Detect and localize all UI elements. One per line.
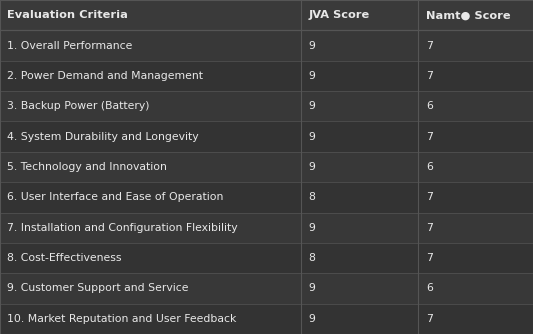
Bar bbox=[301, 61, 418, 91]
Bar bbox=[301, 243, 418, 273]
Text: 7: 7 bbox=[426, 71, 433, 81]
Bar bbox=[0, 273, 301, 304]
Text: 4. System Durability and Longevity: 4. System Durability and Longevity bbox=[7, 132, 199, 142]
Text: 3. Backup Power (Battery): 3. Backup Power (Battery) bbox=[7, 101, 150, 111]
Bar bbox=[418, 243, 533, 273]
Bar bbox=[301, 273, 418, 304]
Bar bbox=[418, 182, 533, 212]
Bar bbox=[418, 273, 533, 304]
Text: Evaluation Criteria: Evaluation Criteria bbox=[7, 10, 128, 20]
Text: 6. User Interface and Ease of Operation: 6. User Interface and Ease of Operation bbox=[7, 192, 224, 202]
Bar bbox=[0, 182, 301, 212]
Text: Namt● Score: Namt● Score bbox=[426, 10, 511, 20]
Text: 8. Cost-Effectiveness: 8. Cost-Effectiveness bbox=[7, 253, 122, 263]
Text: JVA Score: JVA Score bbox=[309, 10, 370, 20]
Text: 6: 6 bbox=[426, 284, 433, 294]
Bar bbox=[418, 91, 533, 122]
Text: 9: 9 bbox=[309, 223, 316, 233]
Text: 2. Power Demand and Management: 2. Power Demand and Management bbox=[7, 71, 204, 81]
Bar bbox=[418, 304, 533, 334]
Bar bbox=[0, 122, 301, 152]
Bar bbox=[301, 0, 418, 30]
Text: 6: 6 bbox=[426, 162, 433, 172]
Bar bbox=[0, 212, 301, 243]
Text: 5. Technology and Innovation: 5. Technology and Innovation bbox=[7, 162, 167, 172]
Bar bbox=[301, 212, 418, 243]
Bar bbox=[301, 182, 418, 212]
Text: 7: 7 bbox=[426, 192, 433, 202]
Text: 9: 9 bbox=[309, 314, 316, 324]
Text: 9. Customer Support and Service: 9. Customer Support and Service bbox=[7, 284, 189, 294]
Bar bbox=[301, 91, 418, 122]
Bar bbox=[418, 30, 533, 61]
Text: 9: 9 bbox=[309, 284, 316, 294]
Bar bbox=[0, 30, 301, 61]
Bar bbox=[0, 91, 301, 122]
Bar bbox=[418, 152, 533, 182]
Text: 9: 9 bbox=[309, 132, 316, 142]
Bar bbox=[418, 122, 533, 152]
Text: 9: 9 bbox=[309, 162, 316, 172]
Bar bbox=[418, 61, 533, 91]
Bar bbox=[0, 61, 301, 91]
Text: 7: 7 bbox=[426, 40, 433, 50]
Text: 7: 7 bbox=[426, 253, 433, 263]
Bar bbox=[418, 212, 533, 243]
Text: 10. Market Reputation and User Feedback: 10. Market Reputation and User Feedback bbox=[7, 314, 237, 324]
Text: 9: 9 bbox=[309, 40, 316, 50]
Bar bbox=[0, 304, 301, 334]
Text: 7. Installation and Configuration Flexibility: 7. Installation and Configuration Flexib… bbox=[7, 223, 238, 233]
Bar bbox=[0, 152, 301, 182]
Bar bbox=[418, 0, 533, 30]
Text: 7: 7 bbox=[426, 314, 433, 324]
Text: 7: 7 bbox=[426, 132, 433, 142]
Text: 9: 9 bbox=[309, 101, 316, 111]
Bar bbox=[301, 30, 418, 61]
Text: 8: 8 bbox=[309, 253, 316, 263]
Bar bbox=[301, 122, 418, 152]
Text: 8: 8 bbox=[309, 192, 316, 202]
Bar bbox=[0, 0, 301, 30]
Text: 9: 9 bbox=[309, 71, 316, 81]
Bar bbox=[301, 304, 418, 334]
Text: 1. Overall Performance: 1. Overall Performance bbox=[7, 40, 133, 50]
Bar bbox=[0, 243, 301, 273]
Bar bbox=[301, 152, 418, 182]
Text: 6: 6 bbox=[426, 101, 433, 111]
Text: 7: 7 bbox=[426, 223, 433, 233]
